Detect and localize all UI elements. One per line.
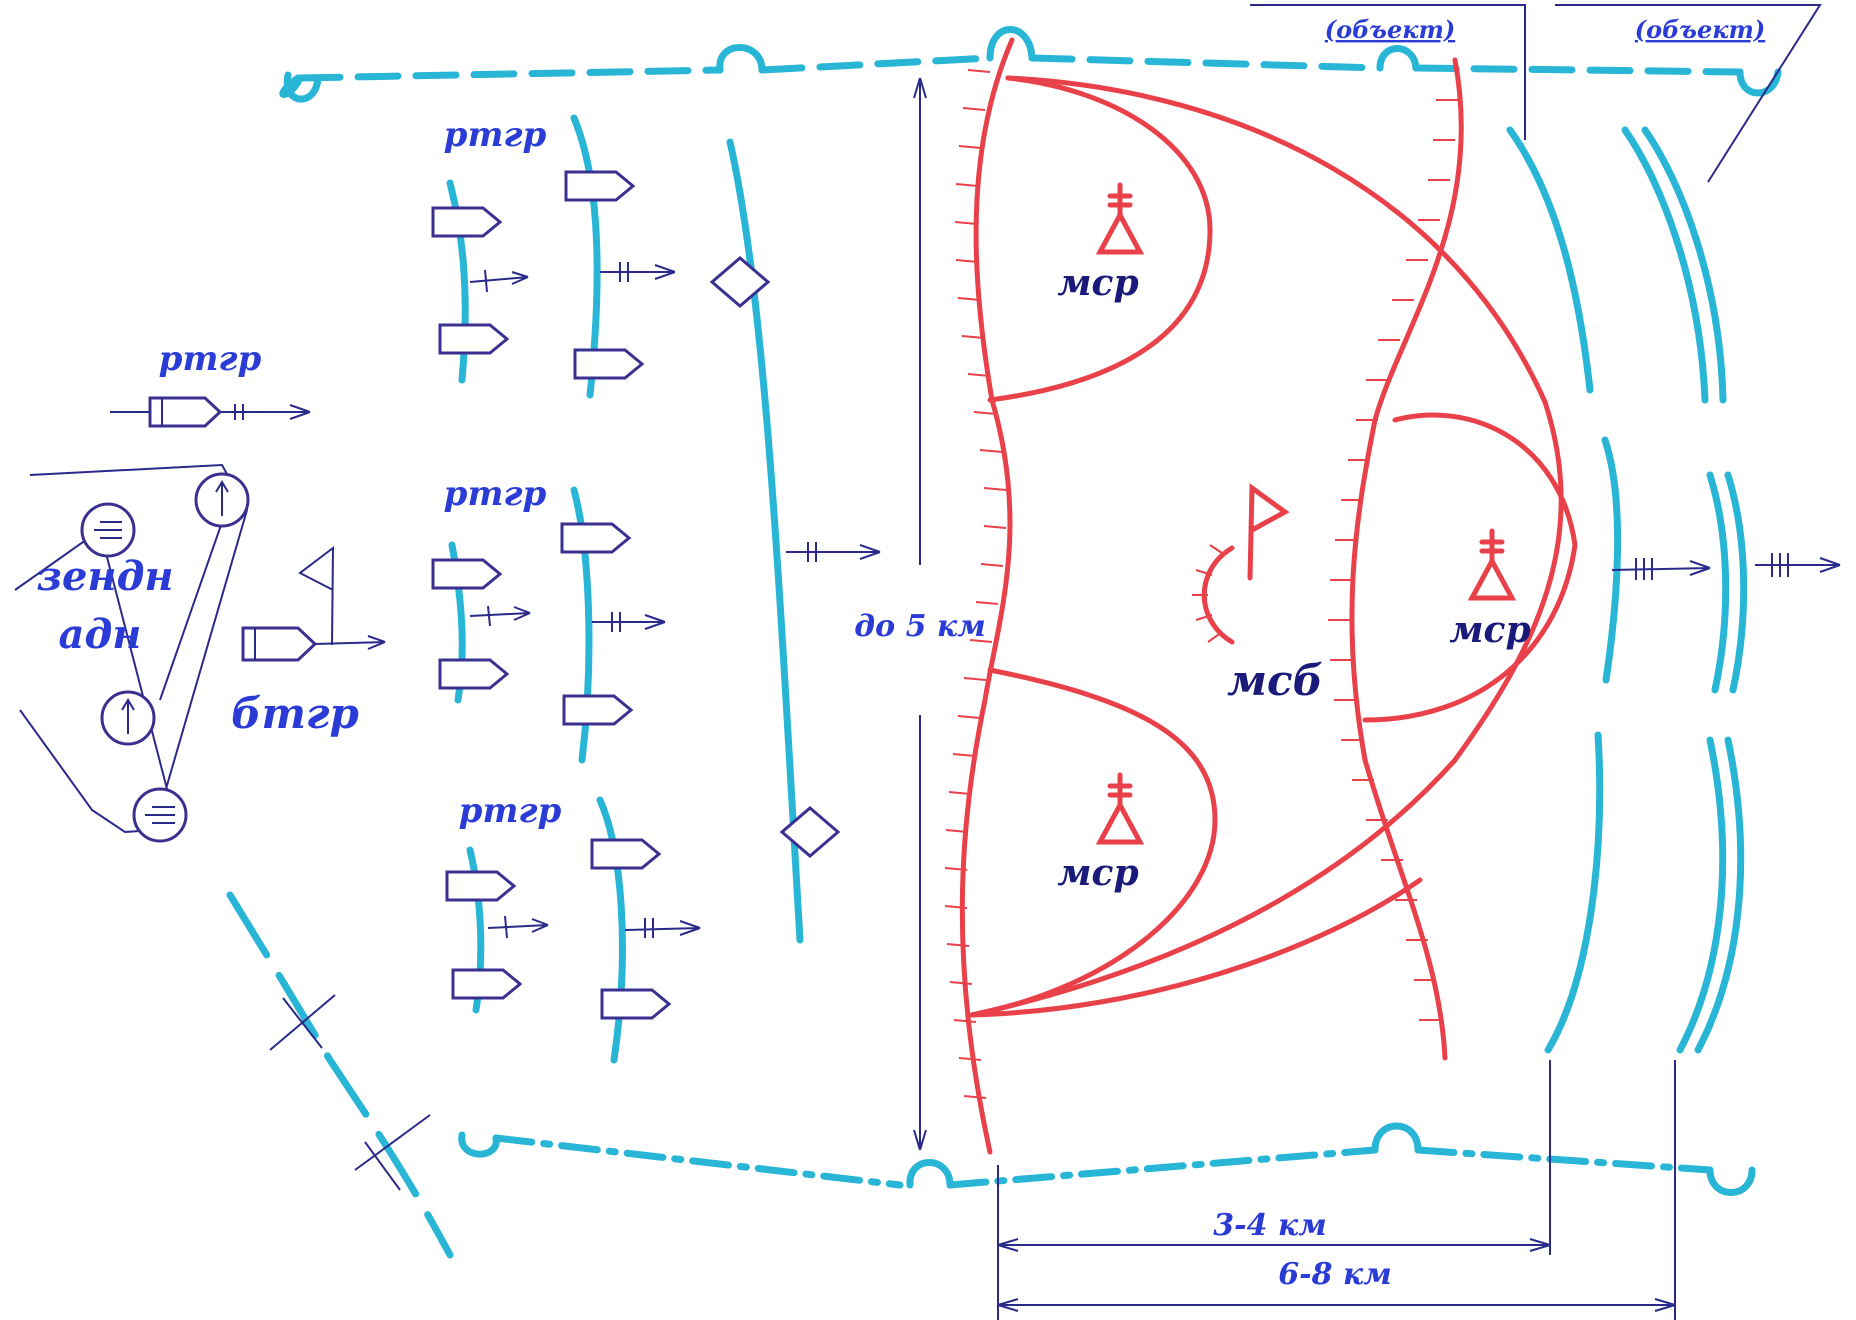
- label-dist-near: 3-4 км: [1213, 1208, 1326, 1243]
- advance-arrows: [786, 542, 1841, 580]
- label-msr-top: мср: [1057, 262, 1138, 304]
- label-msr-bottom: мср: [1057, 852, 1138, 894]
- label-msr-right: мср: [1449, 609, 1530, 651]
- boundary-top: [279, 26, 1782, 103]
- artillery-battalion: [14, 463, 250, 843]
- label-rtgr-bottom: ртгр: [459, 791, 562, 831]
- label-rtgr-middle: ртгр: [444, 474, 547, 514]
- enemy-vehicles: [110, 170, 701, 1020]
- friendly-positions: [944, 37, 1578, 1155]
- diamond-markers: [709, 256, 841, 858]
- company-symbols: [1095, 182, 1517, 845]
- label-msb: мсб: [1227, 656, 1323, 705]
- boundary-bottom: [458, 1122, 1756, 1196]
- label-width: до 5 км: [854, 609, 985, 644]
- objective-label-left: (объект): [1325, 15, 1455, 44]
- label-btgr: бтгр: [231, 689, 359, 738]
- objective-label-right: (объект): [1635, 15, 1765, 44]
- label-dist-far: 6-8 км: [1278, 1257, 1391, 1292]
- label-rtgr-top: ртгр: [444, 115, 547, 155]
- label-art-line1: зендн: [36, 553, 173, 600]
- dimension-lines: [913, 77, 1676, 1320]
- boundary-left-diagonal: [226, 891, 454, 1259]
- phase-lines: [446, 114, 1748, 1064]
- label-art-line2: адн: [59, 611, 142, 658]
- objective-markers: [1250, 4, 1822, 183]
- label-rtgr-left: ртгр: [159, 339, 262, 379]
